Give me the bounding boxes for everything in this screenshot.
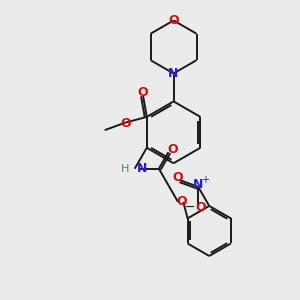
Text: O: O bbox=[138, 86, 148, 99]
Text: N: N bbox=[193, 178, 203, 191]
Text: N: N bbox=[168, 67, 179, 80]
Text: O: O bbox=[168, 14, 179, 27]
Text: O: O bbox=[195, 201, 206, 214]
Text: −: − bbox=[185, 201, 195, 214]
Text: N: N bbox=[136, 162, 147, 175]
Text: O: O bbox=[176, 195, 187, 208]
Text: H: H bbox=[121, 164, 129, 174]
Text: O: O bbox=[172, 171, 183, 184]
Text: O: O bbox=[120, 117, 131, 130]
Text: O: O bbox=[167, 143, 178, 156]
Text: +: + bbox=[201, 175, 209, 185]
